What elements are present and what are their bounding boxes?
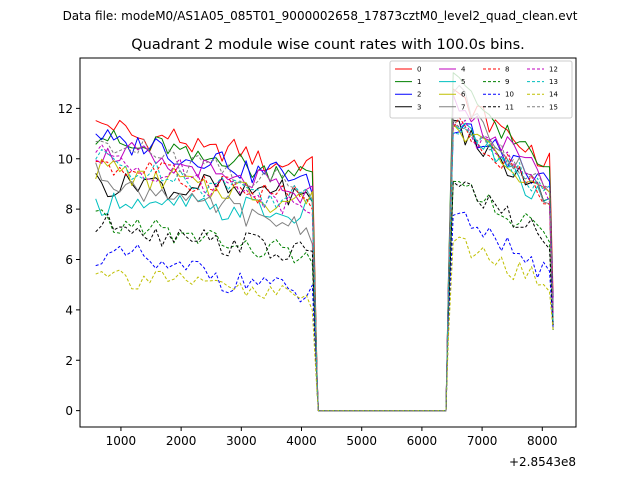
series-line-10: [95, 211, 554, 412]
suptitle: Data file: modeM0/AS1A05_085T01_90000026…: [63, 9, 578, 23]
series-line-13: [95, 126, 554, 412]
legend-label-15: 15: [549, 103, 558, 111]
series-line-2: [95, 123, 554, 412]
legend-label-1: 1: [417, 78, 421, 86]
legend-label-14: 14: [549, 91, 558, 99]
y-tick-label: 4: [65, 303, 73, 317]
series-line-15: [95, 118, 554, 412]
y-tick-label: 2: [65, 354, 73, 368]
legend-label-5: 5: [461, 78, 465, 86]
series-line-14: [95, 236, 554, 412]
series-line-11: [95, 181, 554, 412]
legend-box: [389, 60, 573, 119]
y-tick-label: 8: [65, 203, 73, 217]
y-tick-label: 6: [65, 253, 73, 267]
x-tick-label: 1000: [106, 434, 137, 448]
legend-label-0: 0: [417, 66, 421, 74]
series-line-9: [95, 180, 554, 412]
series-line-8: [95, 117, 554, 412]
legend-label-8: 8: [505, 66, 509, 74]
chart-title: Quadrant 2 module wise count rates with …: [131, 37, 525, 53]
y-tick-label: 10: [58, 152, 73, 166]
x-tick-label: 8000: [527, 434, 558, 448]
legend-label-4: 4: [461, 66, 466, 74]
legend-label-9: 9: [505, 78, 509, 86]
x-tick-label: 3000: [226, 434, 257, 448]
series-line-4: [95, 94, 554, 412]
legend-label-10: 10: [505, 91, 514, 99]
x-tick-label: 6000: [407, 434, 438, 448]
legend-label-2: 2: [417, 91, 421, 99]
series-line-5: [95, 122, 554, 412]
legend-label-6: 6: [461, 91, 466, 99]
x-axis: 1000 2000 3000 4000 5000 6000 7000 8000: [106, 427, 558, 448]
legend-label-3: 3: [417, 103, 421, 111]
y-tick-label: 12: [58, 102, 73, 116]
x-tick-label: 5000: [346, 434, 377, 448]
series-layer: [95, 72, 554, 412]
x-tick-label: 2000: [166, 434, 197, 448]
x-tick-label: 4000: [286, 434, 317, 448]
series-line-7: [95, 84, 554, 412]
legend-label-12: 12: [549, 66, 558, 74]
plot-area: [79, 57, 577, 428]
x-offset-label: +2.8543e8: [509, 455, 576, 469]
y-tick-label: 0: [65, 404, 73, 418]
x-tick-label: 7000: [467, 434, 498, 448]
axes-frame: [79, 57, 577, 428]
y-axis: 0 2 4 6 8 10 12: [58, 102, 80, 418]
legend-label-11: 11: [505, 103, 514, 111]
legend-label-7: 7: [461, 103, 465, 111]
series-line-12: [95, 119, 554, 412]
legend-label-13: 13: [549, 78, 558, 86]
